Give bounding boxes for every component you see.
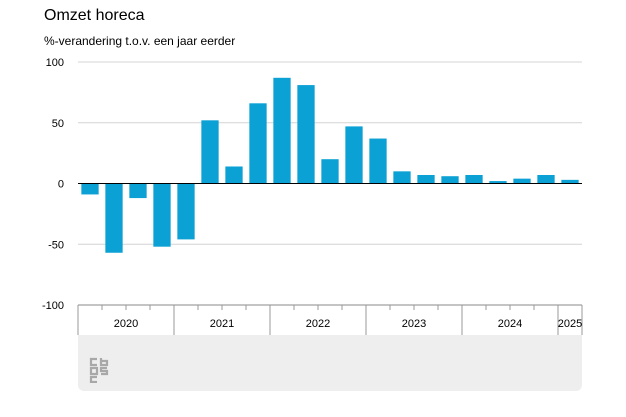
bar-chart: 100 50 0 -50 -100 2020 2021 2022 2023 2024 2025 bbox=[42, 57, 583, 335]
bar bbox=[417, 175, 435, 184]
bar bbox=[465, 175, 483, 184]
bar bbox=[129, 183, 147, 199]
bar bbox=[393, 171, 411, 184]
cbs-logo-icon bbox=[89, 357, 109, 383]
bar bbox=[201, 120, 219, 184]
year-label: 2021 bbox=[210, 318, 234, 330]
bar bbox=[441, 176, 459, 184]
x-axis: 2020 2021 2022 2023 2024 2025 bbox=[77, 183, 583, 335]
bar bbox=[273, 77, 291, 184]
y-tick-label: -50 bbox=[48, 239, 64, 251]
bar bbox=[489, 181, 507, 184]
bar bbox=[513, 178, 531, 184]
y-tick-label: 0 bbox=[58, 179, 64, 191]
y-axis-label: %-verandering t.o.v. een jaar eerder bbox=[44, 34, 236, 48]
chart-title: Omzet horeca bbox=[44, 7, 145, 24]
bars bbox=[81, 77, 579, 253]
bar bbox=[297, 85, 315, 184]
bar bbox=[225, 166, 243, 184]
y-tick-label: -100 bbox=[42, 300, 64, 312]
year-label: 2025 bbox=[558, 318, 582, 330]
y-tick-label: 50 bbox=[52, 118, 64, 130]
bar bbox=[81, 183, 99, 195]
bar bbox=[321, 159, 339, 184]
bar bbox=[369, 138, 387, 184]
bar bbox=[177, 183, 195, 240]
y-tick-labels: 100 50 0 -50 -100 bbox=[42, 57, 64, 312]
year-label: 2024 bbox=[498, 318, 522, 330]
bar bbox=[345, 126, 363, 184]
y-tick-label: 100 bbox=[46, 57, 64, 69]
year-label: 2023 bbox=[402, 318, 426, 330]
year-label: 2022 bbox=[306, 318, 330, 330]
bar bbox=[561, 179, 579, 184]
bar bbox=[249, 103, 267, 184]
year-label: 2020 bbox=[114, 318, 138, 330]
chart-footer bbox=[78, 335, 582, 391]
bar bbox=[153, 183, 171, 247]
bar bbox=[537, 175, 555, 184]
bar bbox=[105, 183, 123, 253]
